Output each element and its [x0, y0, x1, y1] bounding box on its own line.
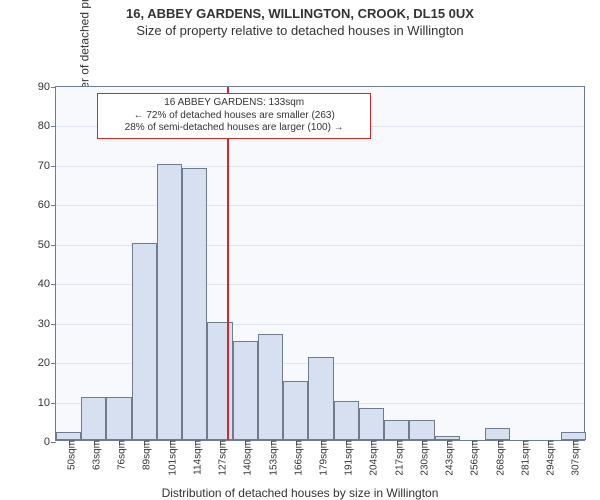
bar — [132, 243, 157, 440]
bar — [56, 432, 81, 440]
x-tick-label: 179sqm — [313, 440, 330, 476]
gridline — [56, 205, 584, 206]
annotation-line2: ← 72% of detached houses are smaller (26… — [104, 110, 364, 123]
x-tick-label: 243sqm — [439, 440, 456, 476]
bar — [81, 397, 106, 440]
annotation-box: 16 ABBEY GARDENS: 133sqm ← 72% of detach… — [97, 93, 371, 139]
x-tick-label: 191sqm — [338, 440, 355, 476]
x-tick-label: 281sqm — [514, 440, 531, 476]
plot-area: 16 ABBEY GARDENS: 133sqm ← 72% of detach… — [55, 86, 585, 441]
bar — [384, 420, 409, 440]
bar — [258, 334, 283, 441]
y-tick-label: 20 — [38, 357, 56, 369]
y-tick-label: 40 — [38, 278, 56, 290]
bar — [182, 168, 207, 440]
y-tick-label: 90 — [38, 81, 56, 93]
bar — [106, 397, 131, 440]
x-axis-label: Distribution of detached houses by size … — [0, 486, 600, 500]
x-tick-label: 63sqm — [85, 440, 102, 470]
bar — [308, 357, 333, 440]
x-tick-label: 101sqm — [161, 440, 178, 476]
x-tick-label: 166sqm — [287, 440, 304, 476]
x-tick-label: 268sqm — [489, 440, 506, 476]
bar — [283, 381, 308, 440]
annotation-line3: 28% of semi-detached houses are larger (… — [104, 122, 364, 135]
x-tick-label: 89sqm — [136, 440, 153, 470]
x-tick-label: 294sqm — [540, 440, 557, 476]
y-tick-label: 80 — [38, 120, 56, 132]
x-tick-label: 256sqm — [464, 440, 481, 476]
x-tick-label: 140sqm — [237, 440, 254, 476]
bar — [233, 341, 258, 440]
y-tick-label: 60 — [38, 199, 56, 211]
y-tick-label: 10 — [38, 397, 56, 409]
bar — [409, 420, 434, 440]
annotation-line1: 16 ABBEY GARDENS: 133sqm — [104, 97, 364, 110]
bar — [485, 428, 510, 440]
x-tick-label: 217sqm — [388, 440, 405, 476]
x-tick-label: 204sqm — [363, 440, 380, 476]
y-tick-label: 30 — [38, 318, 56, 330]
x-tick-label: 230sqm — [413, 440, 430, 476]
gridline — [56, 166, 584, 167]
bar — [561, 432, 586, 440]
bar — [157, 164, 182, 440]
x-tick-label: 307sqm — [565, 440, 582, 476]
x-tick-label: 114sqm — [186, 440, 203, 475]
y-tick-label: 0 — [44, 436, 56, 448]
x-tick-label: 127sqm — [212, 440, 229, 476]
x-tick-label: 76sqm — [111, 440, 128, 470]
x-tick-label: 153sqm — [262, 440, 279, 476]
y-tick-label: 70 — [38, 160, 56, 172]
bar — [334, 401, 359, 440]
x-tick-label: 50sqm — [60, 440, 77, 470]
reference-line — [227, 87, 229, 440]
bar — [359, 408, 384, 440]
y-tick-label: 50 — [38, 239, 56, 251]
